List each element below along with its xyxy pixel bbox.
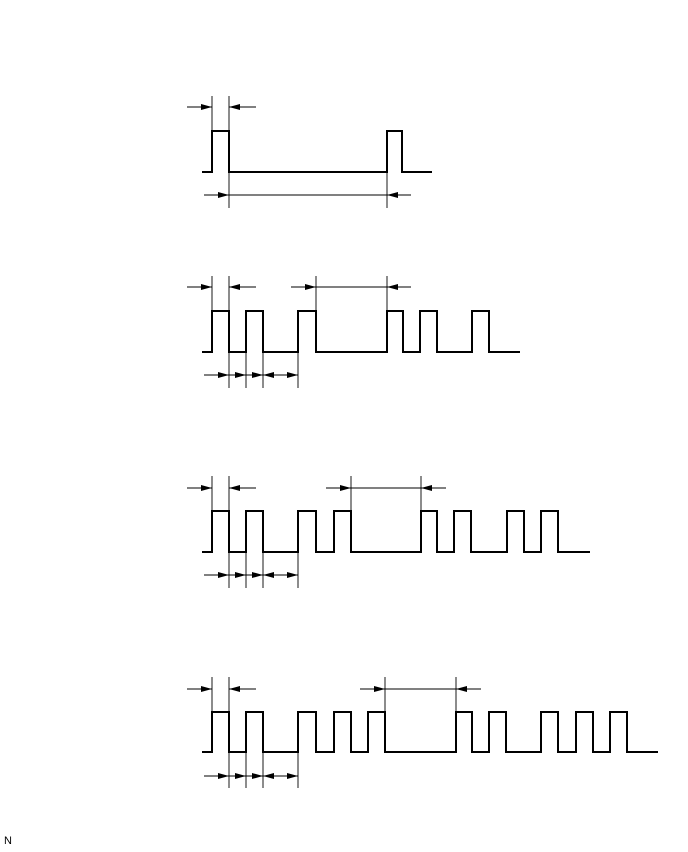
gap-dimension-2 [291, 284, 411, 290]
waveform-3 [202, 510, 590, 553]
pulse-train-2 [187, 276, 520, 388]
waveform-4 [202, 711, 658, 753]
pulse-train-3 [187, 476, 590, 588]
interval-dimensions-3 [204, 572, 298, 578]
corner-label: N [4, 835, 12, 847]
pulse-width-dimension-3 [187, 485, 256, 491]
interval-dimensions-4 [204, 773, 298, 779]
pulse-train-4 [187, 677, 658, 788]
interval-dimensions-2 [204, 372, 298, 378]
period-dimension-1 [204, 192, 411, 198]
pulse-train-1 [187, 96, 432, 208]
pulse-width-dimension-1 [187, 104, 256, 110]
waveform-1 [202, 130, 432, 173]
waveform-2 [202, 310, 520, 353]
pulse-width-dimension-2 [187, 284, 256, 290]
pulse-width-dimension-4 [187, 686, 256, 692]
gap-dimension-3 [326, 485, 446, 491]
gap-dimension-4 [360, 686, 481, 692]
